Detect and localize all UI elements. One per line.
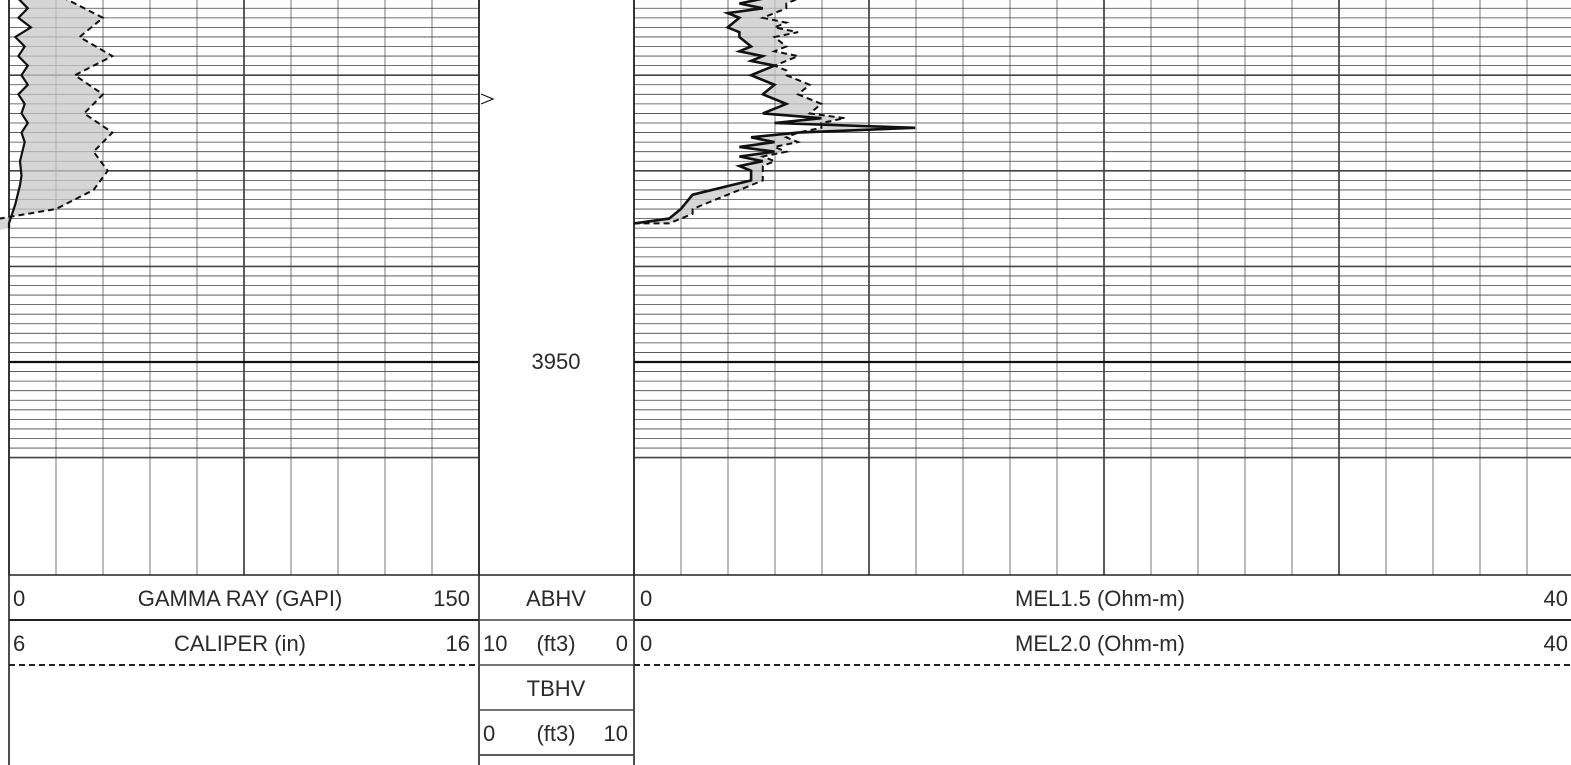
- mel20-label: MEL2.0 (Ohm-m): [1015, 631, 1185, 656]
- tbhv-max: 10: [603, 721, 628, 746]
- gamma-caliper-separation: [0, 0, 113, 230]
- depth-label: 3950: [531, 349, 581, 374]
- header-lines: [9, 619, 1571, 756]
- mel20-max: 40: [1543, 631, 1568, 656]
- log-curves: [0, 0, 916, 229]
- track-2-grid: [633, 0, 1571, 575]
- tbhv-label: TBHV: [526, 676, 586, 701]
- mel15-max: 40: [1543, 586, 1568, 611]
- gamma-ray-curve: [7, 0, 33, 229]
- gamma-ray-min: 0: [13, 586, 26, 611]
- mel15-label: MEL1.5 (Ohm-m): [1015, 586, 1185, 611]
- gamma-ray-label: GAMMA RAY (GAPI): [137, 586, 343, 611]
- abhv-label: ABHV: [526, 586, 586, 611]
- mel15-min: 0: [640, 586, 653, 611]
- tbhv-units: (ft3): [536, 721, 576, 746]
- tbhv-min: 0: [483, 721, 496, 746]
- caliper-min: 6: [13, 631, 26, 656]
- abhv-max: 0: [615, 631, 628, 656]
- abhv-units: (ft3): [536, 631, 576, 656]
- mel15-curve: [633, 0, 916, 225]
- mel20-min: 0: [640, 631, 653, 656]
- caliper-curve: [0, 0, 115, 220]
- gamma-ray-max: 150: [433, 586, 470, 611]
- caliper-label: CALIPER (in): [173, 631, 307, 656]
- caliper-max: 16: [445, 631, 470, 656]
- track-frames: [8, 0, 1571, 765]
- mel-separation: [634, 0, 916, 224]
- curve-separation-shading: [0, 0, 916, 230]
- abhv-min: 10: [483, 631, 508, 656]
- depth-marker-icon: [480, 93, 495, 105]
